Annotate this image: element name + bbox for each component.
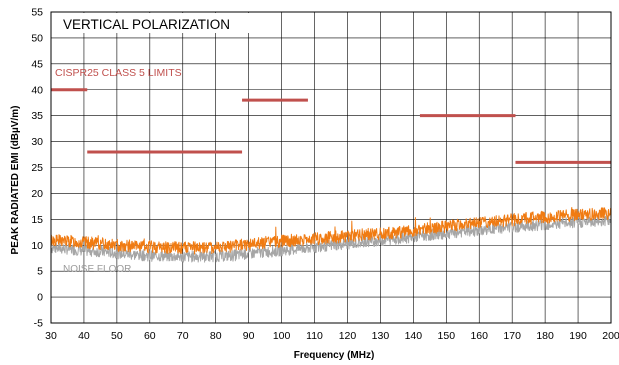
- y-tick-label: 55: [31, 7, 43, 19]
- x-tick-label: 130: [372, 330, 390, 342]
- x-tick-label: 80: [210, 330, 222, 342]
- x-tick-label: 150: [438, 330, 456, 342]
- x-tick-label: 60: [144, 330, 156, 342]
- x-tick-label: 180: [536, 330, 554, 342]
- y-tick-label: 50: [31, 32, 43, 44]
- x-tick-label: 140: [405, 330, 423, 342]
- x-tick-label: 170: [503, 330, 521, 342]
- x-tick-label: 90: [243, 330, 255, 342]
- x-tick-label: 200: [602, 330, 619, 342]
- y-tick-label: 35: [31, 110, 43, 122]
- y-tick-label: 30: [31, 136, 43, 148]
- y-axis-label: PEAK RADIATED EMI (dBµV/m): [10, 106, 21, 255]
- x-tick-label: 50: [111, 330, 123, 342]
- noise-floor-annotation: NOISE FLOOR: [63, 264, 131, 275]
- chart-title: VERTICAL POLARIZATION: [63, 17, 230, 32]
- grid-lines: [51, 12, 611, 323]
- y-tick-label: 10: [31, 240, 43, 252]
- x-tick-label: 100: [273, 330, 291, 342]
- y-tick-label: -5: [34, 318, 43, 330]
- y-tick-label: 20: [31, 188, 43, 200]
- tick-labels: 30 40 50 60 70 80 90 100 110 120 130 140 150 160 170 18…: [31, 7, 619, 343]
- y-tick-label: 15: [31, 214, 43, 226]
- x-tick-label: 40: [78, 330, 90, 342]
- y-tick-label: 40: [31, 84, 43, 96]
- y-tick-label: 45: [31, 58, 43, 70]
- x-tick-label: 110: [306, 330, 323, 342]
- x-tick-label: 30: [45, 330, 57, 342]
- y-tick-label: 25: [31, 162, 43, 174]
- limit-lines: [51, 90, 611, 163]
- x-tick-label: 160: [470, 330, 488, 342]
- y-tick-label: 0: [37, 292, 43, 304]
- y-tick-label: 5: [37, 266, 43, 278]
- x-tick-label: 190: [569, 330, 587, 342]
- x-tick-label: 70: [177, 330, 189, 342]
- limits-annotation: CISPR25 CLASS 5 LIMITS: [55, 67, 182, 79]
- x-tick-label: 120: [339, 330, 357, 342]
- x-axis-label: Frequency (MHz): [294, 350, 375, 361]
